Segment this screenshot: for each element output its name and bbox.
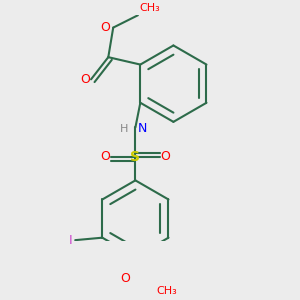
Text: CH₃: CH₃ (139, 3, 160, 13)
Text: O: O (160, 151, 170, 164)
Text: O: O (100, 21, 110, 34)
Text: N: N (138, 122, 147, 135)
Text: O: O (100, 151, 110, 164)
Text: CH₃: CH₃ (156, 286, 177, 296)
Text: I: I (68, 234, 72, 247)
Text: O: O (80, 73, 90, 86)
Text: S: S (130, 150, 140, 164)
Text: H: H (120, 124, 128, 134)
Text: O: O (120, 272, 130, 286)
